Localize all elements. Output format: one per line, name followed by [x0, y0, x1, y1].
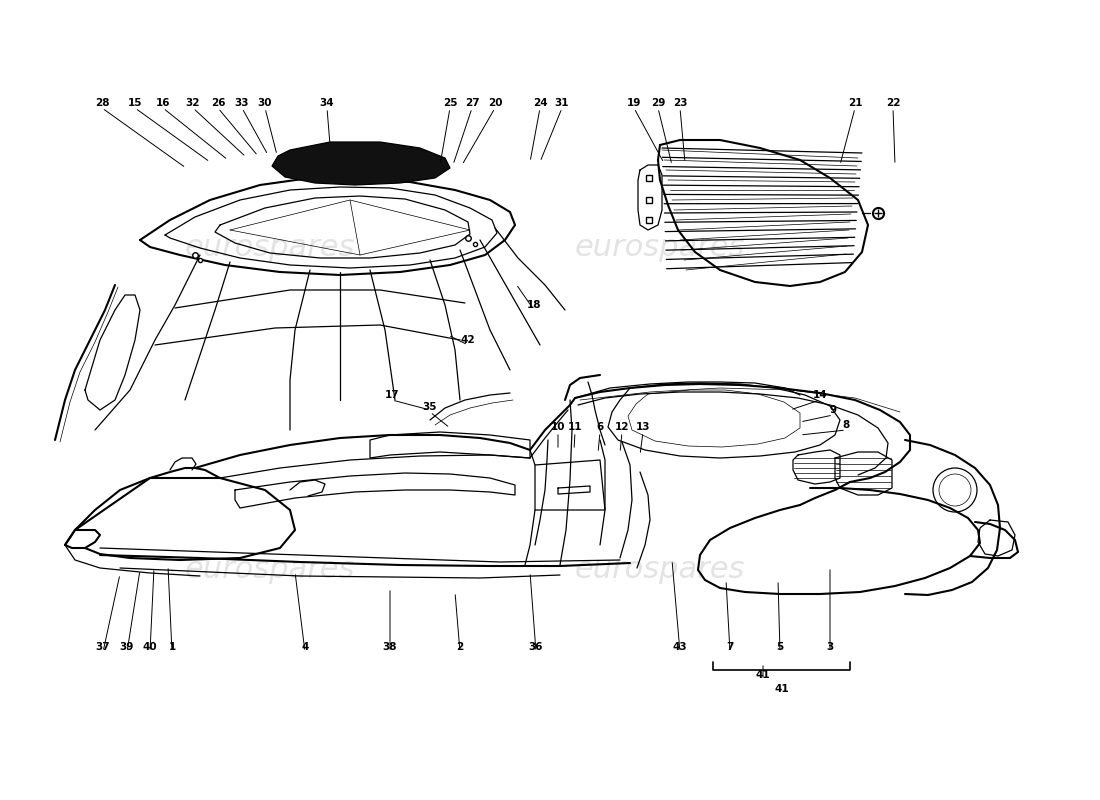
Text: 2: 2: [456, 642, 463, 652]
Text: 7: 7: [726, 642, 734, 652]
Text: 1: 1: [168, 642, 176, 652]
Text: 38: 38: [383, 642, 397, 652]
Text: 15: 15: [128, 98, 142, 108]
Text: 8: 8: [843, 420, 849, 430]
Text: 6: 6: [596, 422, 604, 432]
Text: eurospares: eurospares: [185, 234, 355, 262]
Text: 35: 35: [422, 402, 438, 412]
Text: 33: 33: [234, 98, 250, 108]
Text: 23: 23: [673, 98, 688, 108]
Text: 36: 36: [529, 642, 543, 652]
Text: 5: 5: [777, 642, 783, 652]
Text: 41: 41: [774, 684, 789, 694]
Text: 17: 17: [385, 390, 399, 400]
Text: 13: 13: [636, 422, 650, 432]
Text: 24: 24: [532, 98, 548, 108]
Text: 26: 26: [211, 98, 226, 108]
Text: 3: 3: [826, 642, 834, 652]
Text: 22: 22: [886, 98, 900, 108]
Text: 43: 43: [673, 642, 688, 652]
Text: 40: 40: [143, 642, 157, 652]
Text: 18: 18: [527, 300, 541, 310]
Text: 39: 39: [120, 642, 134, 652]
Text: 42: 42: [461, 335, 475, 345]
Text: 11: 11: [568, 422, 582, 432]
Text: 34: 34: [320, 98, 334, 108]
Text: eurospares: eurospares: [575, 234, 745, 262]
Text: eurospares: eurospares: [575, 555, 745, 585]
Text: 19: 19: [627, 98, 641, 108]
Text: 37: 37: [96, 642, 110, 652]
Text: 12: 12: [615, 422, 629, 432]
Text: 21: 21: [848, 98, 862, 108]
Text: 25: 25: [442, 98, 458, 108]
Text: 10: 10: [551, 422, 565, 432]
Text: 32: 32: [186, 98, 200, 108]
Text: 27: 27: [464, 98, 480, 108]
Text: 14: 14: [813, 390, 827, 400]
Text: 9: 9: [829, 405, 837, 415]
Text: 30: 30: [257, 98, 273, 108]
Text: eurospares: eurospares: [185, 555, 355, 585]
Text: 20: 20: [487, 98, 503, 108]
Text: 31: 31: [554, 98, 570, 108]
Text: 4: 4: [301, 642, 309, 652]
Text: 28: 28: [95, 98, 109, 108]
Text: 29: 29: [651, 98, 666, 108]
Text: 41: 41: [756, 670, 770, 680]
Text: 16: 16: [156, 98, 170, 108]
Polygon shape: [272, 142, 450, 185]
